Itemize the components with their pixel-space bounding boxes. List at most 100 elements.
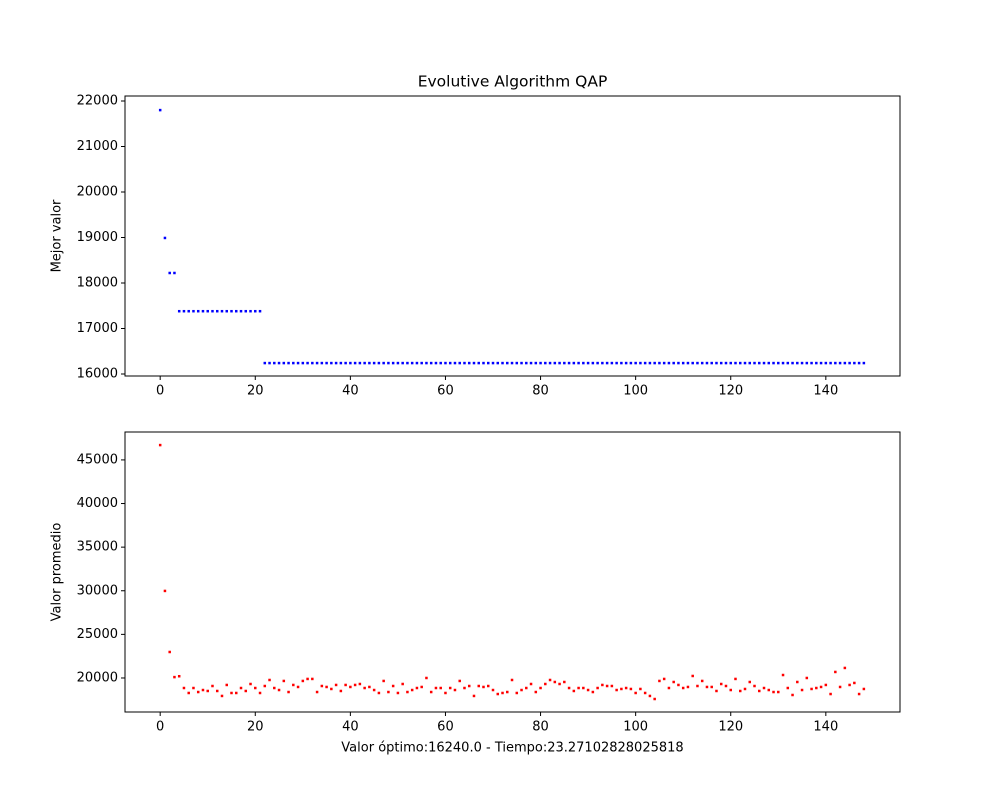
point bbox=[848, 361, 851, 365]
point bbox=[815, 686, 818, 690]
point bbox=[344, 361, 347, 365]
point bbox=[349, 685, 352, 689]
point bbox=[320, 684, 324, 688]
point bbox=[853, 681, 856, 685]
point bbox=[296, 361, 300, 365]
point bbox=[819, 685, 823, 689]
point bbox=[686, 361, 690, 365]
point bbox=[287, 361, 290, 365]
point bbox=[163, 236, 167, 240]
point bbox=[815, 361, 818, 365]
point bbox=[187, 309, 190, 313]
point bbox=[624, 361, 628, 365]
point bbox=[482, 361, 485, 365]
point bbox=[487, 684, 490, 688]
point bbox=[582, 686, 585, 690]
point bbox=[301, 679, 305, 683]
point bbox=[691, 361, 694, 365]
point bbox=[235, 309, 238, 313]
point bbox=[520, 361, 523, 365]
x-tick-label: 80 bbox=[532, 720, 549, 735]
point bbox=[168, 271, 171, 275]
point bbox=[292, 683, 295, 687]
point bbox=[529, 361, 533, 365]
point bbox=[544, 682, 547, 686]
point bbox=[615, 361, 618, 365]
point bbox=[819, 361, 823, 365]
point bbox=[391, 361, 395, 365]
point bbox=[334, 361, 338, 365]
point bbox=[658, 679, 661, 683]
point bbox=[239, 686, 243, 690]
point bbox=[563, 680, 566, 684]
point bbox=[406, 690, 409, 694]
point bbox=[201, 309, 205, 313]
point bbox=[434, 361, 438, 365]
point bbox=[168, 650, 171, 654]
point bbox=[639, 361, 642, 365]
point bbox=[415, 686, 419, 690]
point bbox=[686, 685, 690, 689]
point bbox=[377, 691, 381, 695]
point bbox=[729, 361, 732, 365]
point bbox=[453, 361, 457, 365]
point bbox=[567, 361, 571, 365]
point bbox=[453, 688, 457, 692]
point bbox=[387, 690, 390, 694]
y-tick-label: 30000 bbox=[77, 583, 118, 598]
point bbox=[610, 684, 614, 688]
point bbox=[777, 361, 780, 365]
point bbox=[838, 685, 842, 689]
point bbox=[353, 361, 357, 365]
point bbox=[743, 687, 747, 691]
point bbox=[396, 691, 400, 695]
point bbox=[691, 674, 694, 678]
x-tick-label: 40 bbox=[342, 720, 359, 735]
point bbox=[596, 361, 599, 365]
point bbox=[320, 361, 324, 365]
point bbox=[596, 686, 599, 690]
point bbox=[738, 689, 742, 693]
y-tick-label: 20000 bbox=[77, 670, 118, 685]
x-axis-label: Valor óptimo:16240.0 - Tiempo:23.2710282… bbox=[341, 741, 683, 756]
point bbox=[306, 677, 309, 681]
axes-frame bbox=[124, 431, 901, 713]
point bbox=[282, 361, 286, 365]
point bbox=[472, 694, 476, 698]
point bbox=[254, 309, 257, 313]
point bbox=[410, 361, 414, 365]
point bbox=[353, 683, 357, 687]
point bbox=[277, 688, 281, 692]
point bbox=[777, 690, 780, 694]
point bbox=[235, 691, 238, 695]
point bbox=[577, 686, 580, 690]
point bbox=[173, 271, 176, 275]
x-tick-label: 100 bbox=[623, 384, 648, 399]
point bbox=[196, 690, 200, 694]
point bbox=[225, 309, 228, 313]
point bbox=[705, 685, 709, 689]
x-tick-label: 40 bbox=[342, 384, 359, 399]
point bbox=[382, 679, 385, 683]
point bbox=[534, 690, 538, 694]
point bbox=[791, 693, 794, 697]
point bbox=[796, 680, 799, 684]
point bbox=[848, 683, 851, 687]
point bbox=[506, 361, 509, 365]
point bbox=[529, 682, 533, 686]
point bbox=[710, 685, 713, 689]
y-tick-label: 17000 bbox=[77, 321, 118, 336]
point bbox=[862, 687, 866, 691]
point bbox=[805, 361, 809, 365]
point bbox=[282, 679, 286, 683]
point bbox=[853, 361, 856, 365]
point bbox=[448, 686, 452, 690]
point bbox=[653, 697, 656, 701]
point bbox=[672, 361, 675, 365]
point bbox=[292, 361, 295, 365]
point bbox=[838, 361, 842, 365]
point bbox=[681, 361, 685, 365]
point bbox=[857, 361, 861, 365]
point bbox=[339, 689, 343, 693]
